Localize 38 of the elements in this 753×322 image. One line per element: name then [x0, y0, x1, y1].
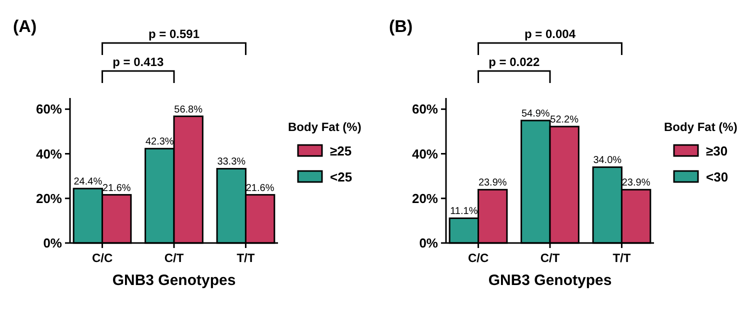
- y-tick-label: 40%: [412, 146, 438, 162]
- legend-label: <30: [706, 170, 728, 185]
- text: p = 0.591: [148, 27, 200, 41]
- text: p = 0.022: [488, 55, 540, 69]
- data-label: 56.8%: [174, 104, 203, 116]
- legend-title: Body Fat (%): [664, 120, 738, 134]
- x-axis-title: GNB3 Genotypes: [488, 272, 612, 289]
- chart-title: (B): [389, 17, 413, 36]
- x-tick-label: T/T: [612, 251, 632, 265]
- chart-title: (A): [13, 17, 37, 36]
- y-tick-label: 60%: [412, 102, 438, 117]
- data-label: 42.3%: [145, 136, 174, 148]
- text: p = 0.413: [112, 55, 164, 69]
- x-tick-label: C/T: [540, 251, 560, 265]
- data-label: 23.9%: [478, 178, 507, 189]
- legend-label: ≥30: [706, 144, 728, 159]
- data-label: 52.2%: [550, 114, 579, 126]
- legend-title: Body Fat (%): [288, 120, 362, 134]
- data-label: 54.9%: [521, 108, 550, 120]
- data-label: 24.4%: [74, 176, 102, 188]
- x-tick-label: T/T: [236, 251, 256, 265]
- data-label: 33.3%: [217, 156, 246, 168]
- data-label: 34.0%: [593, 155, 622, 166]
- x-tick-label: C/C: [92, 251, 113, 265]
- y-tick-label: 40%: [36, 146, 62, 162]
- text: p = 0.004: [524, 27, 576, 41]
- y-tick-label: 20%: [412, 190, 438, 206]
- y-tick-label: 60%: [36, 102, 62, 117]
- x-tick-label: C/T: [164, 251, 184, 265]
- x-tick-label: C/C: [468, 251, 489, 265]
- y-tick-label: 20%: [36, 190, 62, 206]
- x-axis-title: GNB3 Genotypes: [112, 272, 236, 289]
- y-tick-label: 0%: [43, 236, 62, 251]
- legend-label: <25: [330, 170, 352, 185]
- legend-label: ≥25: [330, 144, 352, 159]
- data-label: 21.6%: [102, 182, 131, 194]
- y-tick-label: 0%: [419, 236, 438, 251]
- data-label: 11.1%: [450, 206, 478, 218]
